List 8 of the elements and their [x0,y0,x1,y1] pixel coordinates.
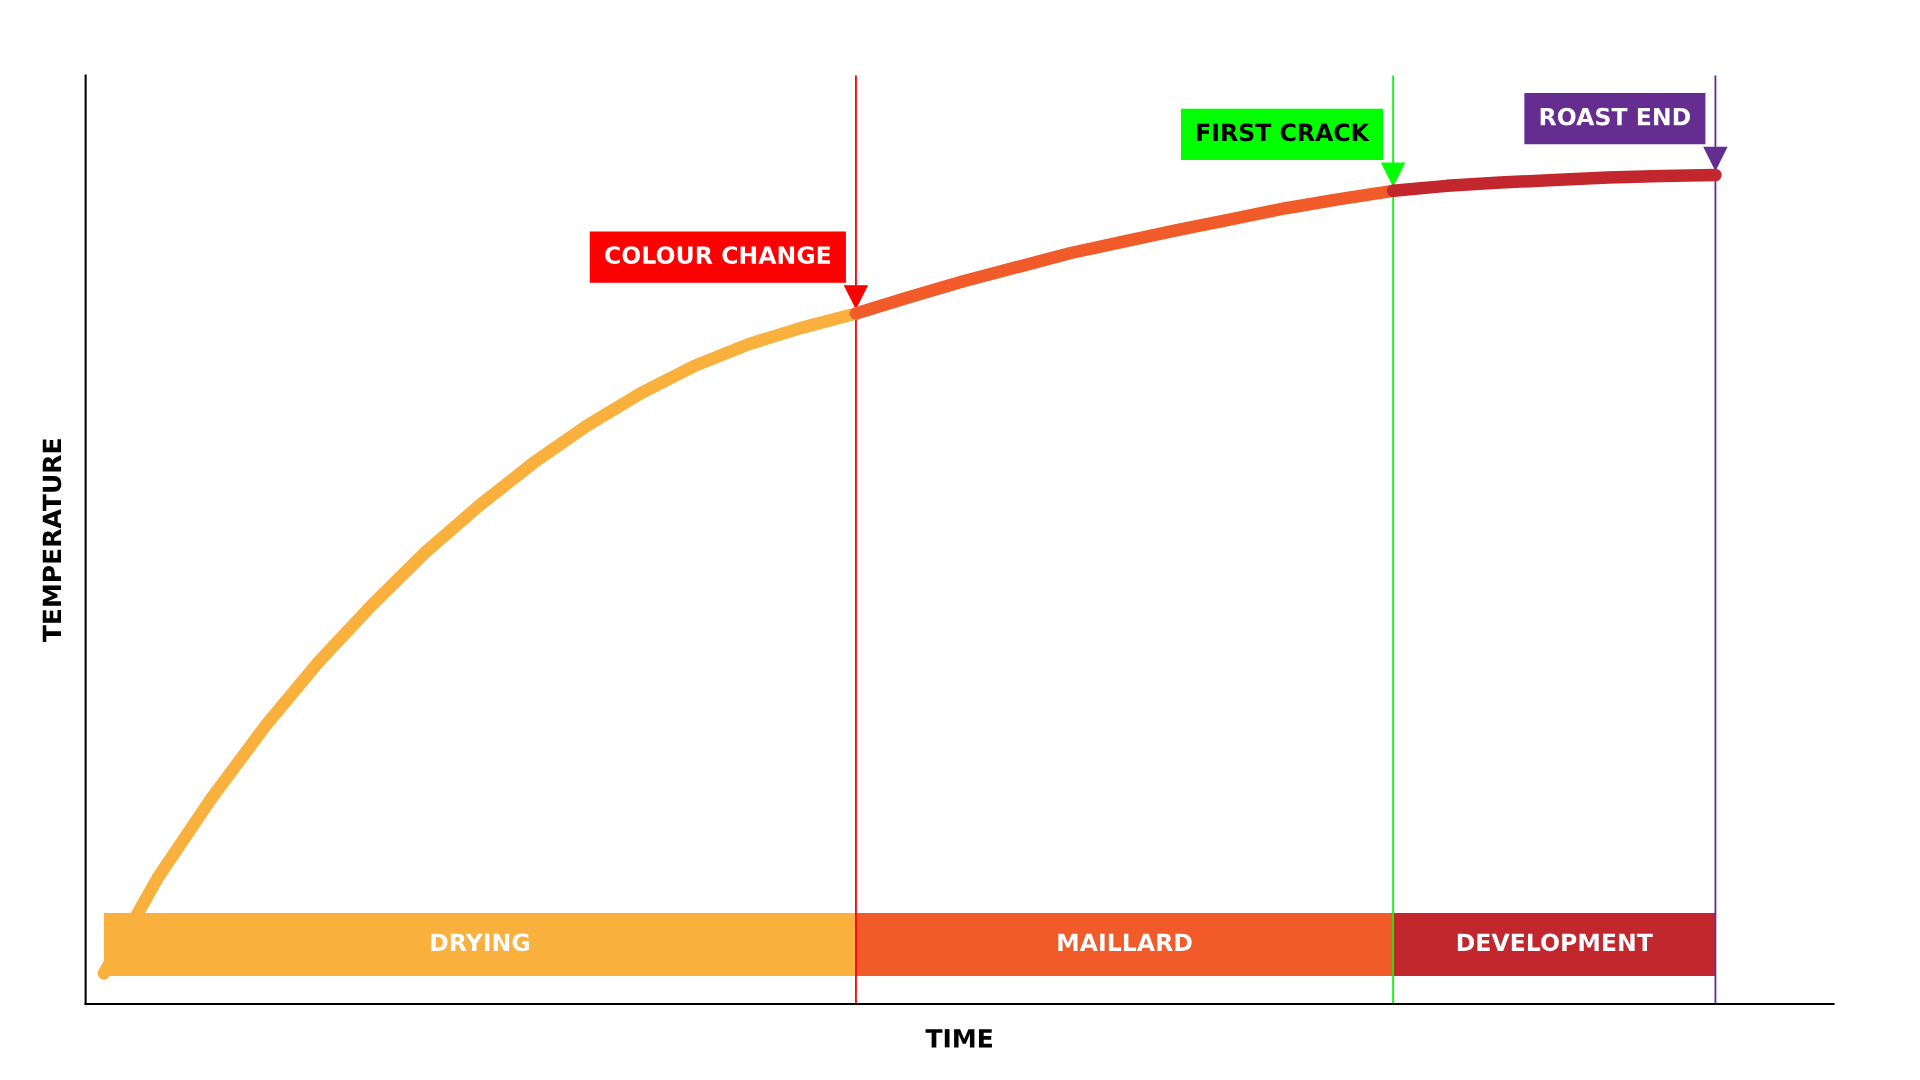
text: DEVELOPMENT [1457,933,1653,952]
text: DRYING [431,933,529,952]
x-axis-title: TIME [925,1029,992,1048]
text: FIRST CRACK [1197,123,1370,142]
annotation: COLOUR CHANGE [605,246,831,264]
y-axis-title: TEMPERATURE [42,439,62,643]
text: MAILLARD [1058,933,1192,951]
text: ROAST END [1540,107,1691,126]
